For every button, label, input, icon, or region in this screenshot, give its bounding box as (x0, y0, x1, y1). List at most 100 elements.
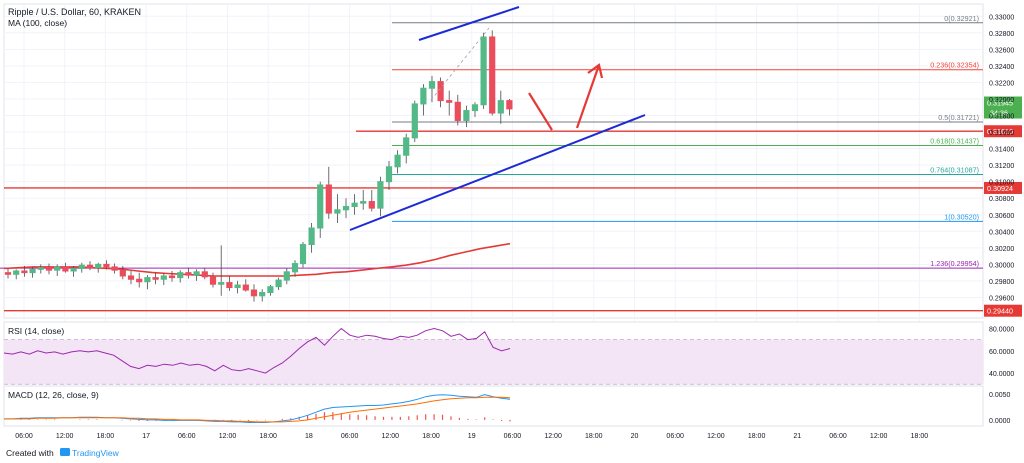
price-tick-label: 0.30800 (989, 196, 1014, 203)
candle-body (446, 100, 453, 103)
candle-body (111, 266, 118, 271)
price-tick-label: 0.30600 (989, 213, 1014, 220)
candle-body (299, 244, 307, 265)
price-line-tag (984, 304, 1022, 317)
macd-tick-label: 0.0000 (989, 418, 1011, 425)
candle-body (489, 36, 496, 114)
candle-body (4, 272, 12, 275)
candle-body (86, 264, 94, 269)
signal-line (4, 396, 511, 423)
fib-level-label: 1.236(0.29954) (930, 259, 979, 268)
candle-body (497, 100, 504, 114)
time-tick-label: 18 (305, 433, 313, 440)
candle-body (21, 270, 28, 274)
price-tick-label: 0.31200 (989, 163, 1014, 170)
time-tick-label: 18:00 (585, 433, 603, 440)
fib-level-label: 0.618(0.31437) (930, 137, 979, 146)
candle-body (267, 286, 274, 293)
candle-body (37, 267, 44, 270)
price-line-tag-label: 0.31610 (987, 127, 1013, 136)
fib-level-label: 1(0.30520) (944, 212, 979, 221)
candle-body (144, 277, 151, 283)
candles (4, 30, 513, 302)
candle-body (283, 271, 290, 281)
candle-body (54, 266, 61, 271)
price-line-tag-label: 0.29440 (987, 307, 1013, 316)
drawings[interactable] (349, 6, 646, 231)
time-tick-label: 17 (142, 433, 150, 440)
price-tick-label: 0.31600 (989, 130, 1014, 137)
candle-body (437, 81, 444, 102)
time-tick-label: 12:00 (707, 433, 725, 440)
macd-tick-label: 0.0050 (989, 392, 1011, 399)
candle-body (325, 184, 332, 214)
candle-body (471, 104, 479, 112)
time-tick-label: 12:00 (382, 433, 400, 440)
rsi-pane[interactable]: RSI (14, close) (3, 321, 984, 385)
fibonacci-retracement[interactable]: 0(0.32921) 0.236(0.32354) 0.5(0.31721) 0.61… (0, 14, 983, 269)
macd-pane[interactable]: MACD (12, 26, close, 9) (3, 385, 984, 427)
candle-body (201, 271, 208, 278)
rsi-band (4, 339, 983, 385)
candle-body (152, 277, 159, 280)
candle-body (119, 269, 126, 277)
tradingview-brand: TradingView (72, 448, 120, 458)
ma-legend: MA (100, close) (8, 18, 67, 28)
price-tick-label: 0.29600 (989, 295, 1014, 302)
candle-body (234, 284, 241, 289)
time-tick-label: 12:00 (219, 433, 237, 440)
candle-body (177, 272, 184, 279)
time-tick-label: 18:00 (748, 433, 766, 440)
candle-body (411, 103, 418, 139)
candle-body (308, 227, 315, 246)
candle-body (103, 263, 110, 268)
price-tick-label: 0.31800 (989, 114, 1014, 121)
candle-body (351, 202, 358, 207)
time-tick-label: 19 (468, 433, 476, 440)
macd-legend: MACD (12, 26, close, 9) (8, 390, 99, 400)
time-axis[interactable]: 06:00 12:00 18:00 17 06:00 12:00 18:00 18 06:00 1… (15, 433, 928, 440)
rsi-tick-label: 80.0000 (989, 326, 1014, 333)
price-tick-label: 0.30000 (989, 262, 1014, 269)
time-tick-label: 06:00 (15, 433, 33, 440)
candle-body (385, 166, 393, 183)
candle-body (209, 276, 217, 285)
candle-body (185, 272, 192, 276)
time-tick-label: 12:00 (870, 433, 888, 440)
price-tick-label: 0.33000 (989, 14, 1014, 21)
up-arrow-line (575, 64, 601, 129)
price-tick-label: 0.30400 (989, 229, 1014, 236)
candle-body (377, 181, 384, 209)
last-price-tag (984, 96, 1022, 119)
fib-level-label: 0.5(0.31721) (938, 113, 979, 122)
candle-body (342, 205, 350, 211)
time-tick-label: 12:00 (56, 433, 74, 440)
candle-body (463, 110, 470, 121)
chart-title: Ripple / U.S. Dollar, 60, KRAKEN (8, 7, 141, 17)
price-line-tag (984, 181, 1022, 194)
candle-body (360, 201, 367, 204)
price-tick-label: 0.32600 (989, 47, 1014, 54)
candle-body (480, 36, 487, 106)
price-tick-label: 0.31400 (989, 147, 1014, 154)
price-pane[interactable]: 0(0.32921) 0.236(0.32354) 0.5(0.31721) 0.61… (0, 3, 1022, 426)
price-line-tag-label: 0.30924 (987, 184, 1013, 193)
time-tick-label: 18:00 (911, 433, 929, 440)
price-tick-label: 0.29800 (989, 279, 1014, 286)
candle-body (78, 264, 85, 270)
candle-body (403, 137, 410, 156)
price-axis[interactable]: 0.33000 0.32800 0.32600 0.32400 0.32200 0.320… (989, 14, 1014, 425)
candle-body (70, 268, 77, 272)
time-tick-label: 21 (793, 433, 801, 440)
candle-body (368, 201, 375, 209)
candle-body (242, 284, 249, 291)
footer: Created with TradingView (6, 448, 120, 458)
time-tick-label: 18:00 (97, 433, 115, 440)
candle-body (420, 87, 427, 105)
macd-group (4, 394, 511, 423)
candle-body (95, 263, 102, 269)
fib-level-label: 0.764(0.31087) (930, 165, 979, 174)
rsi-tick-label: 60.0000 (989, 349, 1014, 356)
